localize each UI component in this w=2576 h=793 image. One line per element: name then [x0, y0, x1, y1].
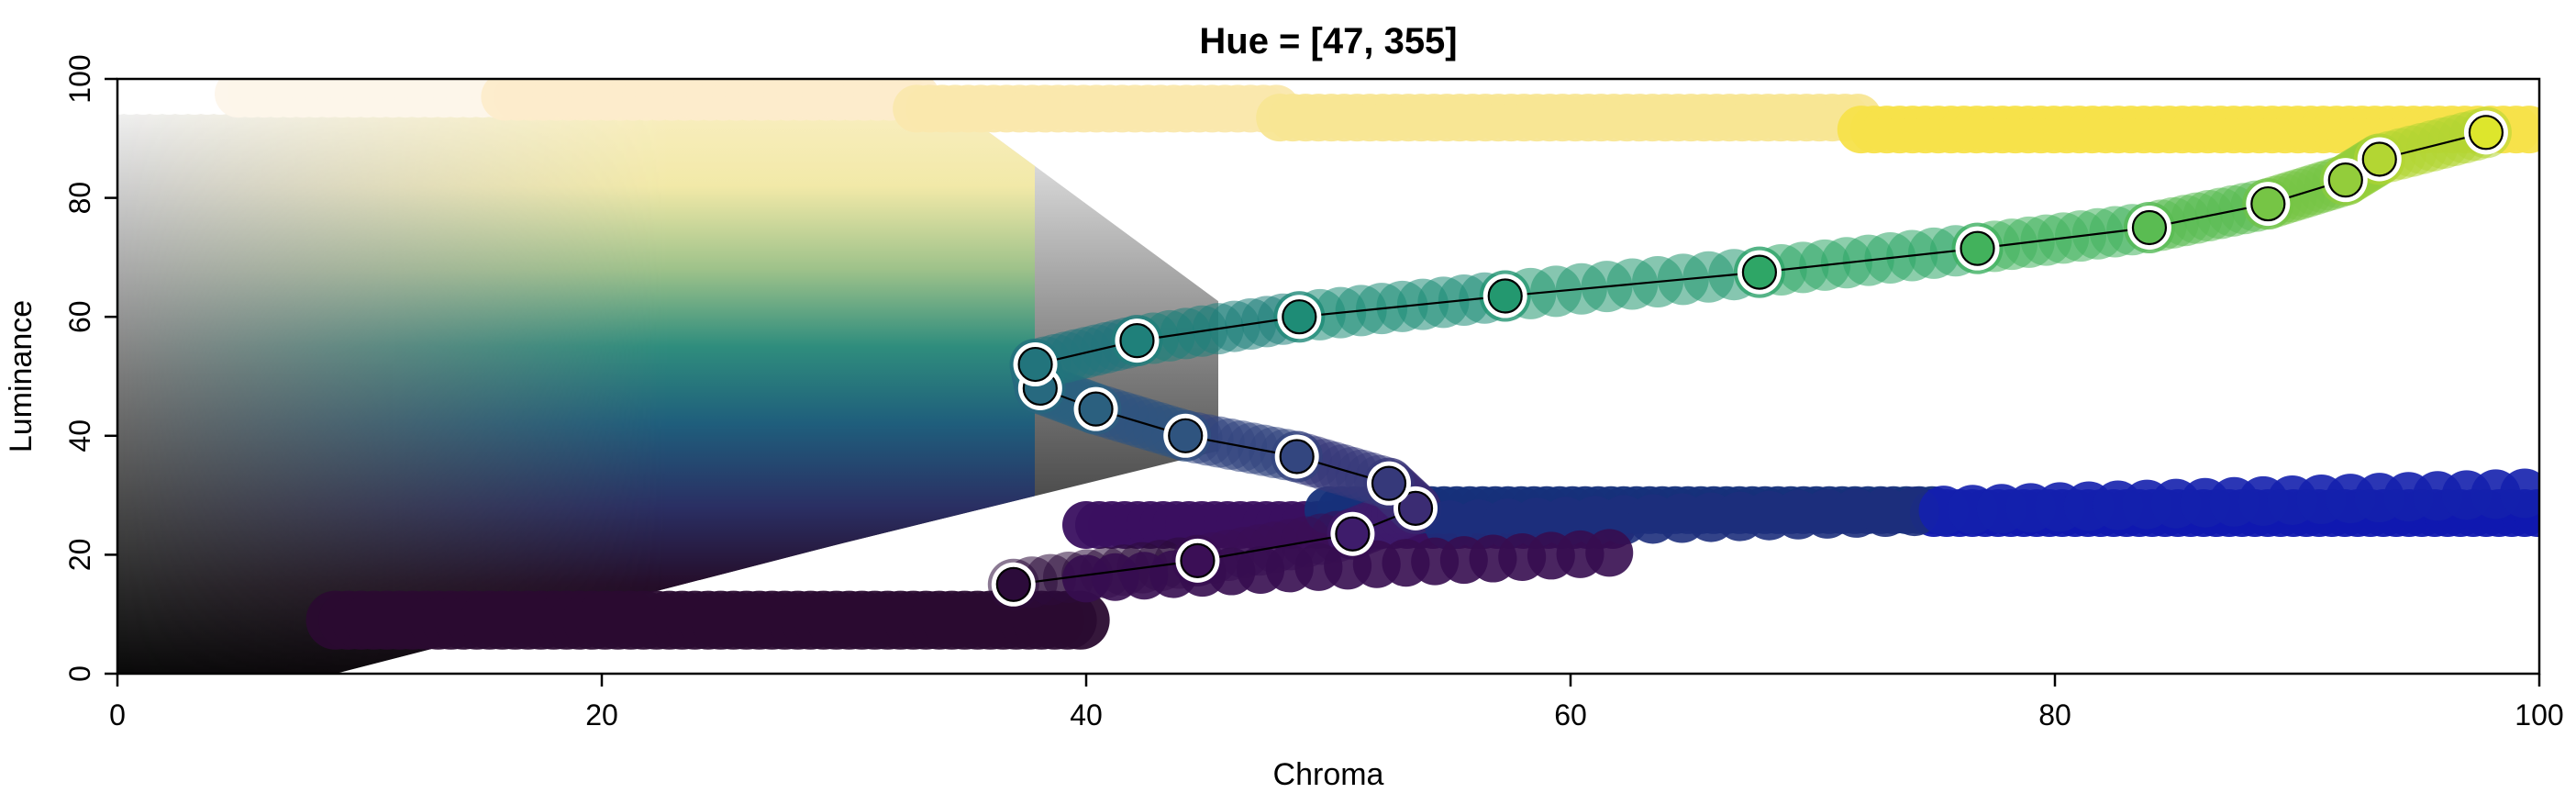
- y-tick-label: 100: [63, 54, 96, 103]
- x-tick-label: 80: [2038, 698, 2071, 732]
- x-axis-label: Chroma: [1273, 757, 1384, 792]
- lower-band-0: [305, 590, 1110, 650]
- upper-band-1: [215, 79, 519, 118]
- data-point-5: [1274, 434, 1319, 479]
- y-tick-label: 60: [63, 300, 96, 333]
- y-tick-label: 80: [63, 182, 96, 215]
- data-point-0: [991, 562, 1036, 607]
- data-point-12: [1482, 274, 1527, 318]
- x-tick-label: 0: [109, 698, 126, 732]
- data-point-15: [2126, 206, 2171, 250]
- x-tick-label: 60: [1554, 698, 1587, 732]
- upper-band-4: [1256, 94, 1882, 142]
- chart-title: Hue = [47, 355]: [1199, 21, 1457, 61]
- data-point-13: [1737, 250, 1782, 295]
- data-point-18: [2357, 137, 2402, 182]
- x-tick-label: 40: [1070, 698, 1103, 732]
- data-point-10: [1115, 318, 1160, 363]
- data-point-11: [1277, 295, 1322, 340]
- plot-frame: [116, 77, 2541, 676]
- y-axis-label: Luminance: [4, 300, 39, 452]
- data-point-9: [1013, 342, 1058, 387]
- data-point-19: [2463, 110, 2508, 155]
- x-tick-label: 100: [2515, 698, 2563, 732]
- y-tick-label: 20: [63, 539, 96, 572]
- data-point-16: [2246, 182, 2291, 227]
- data-point-2: [1330, 511, 1375, 556]
- upper-band-3: [893, 84, 1301, 133]
- upper-band-2: [481, 79, 940, 121]
- x-tick-label: 20: [585, 698, 618, 732]
- y-tick-label: 0: [63, 665, 96, 682]
- background-color-space: [117, 79, 2539, 674]
- data-point-1: [1175, 538, 1220, 583]
- data-point-7: [1073, 386, 1118, 431]
- data-point-4: [1367, 461, 1411, 506]
- y-axis: 0 20 40 60 80 100: [63, 54, 117, 682]
- data-point-6: [1163, 413, 1208, 458]
- data-point-14: [1955, 226, 2000, 271]
- data-point-17: [2323, 158, 2368, 203]
- x-axis: 0 20 40 60 80 100: [109, 674, 2564, 732]
- y-tick-label: 40: [63, 419, 96, 452]
